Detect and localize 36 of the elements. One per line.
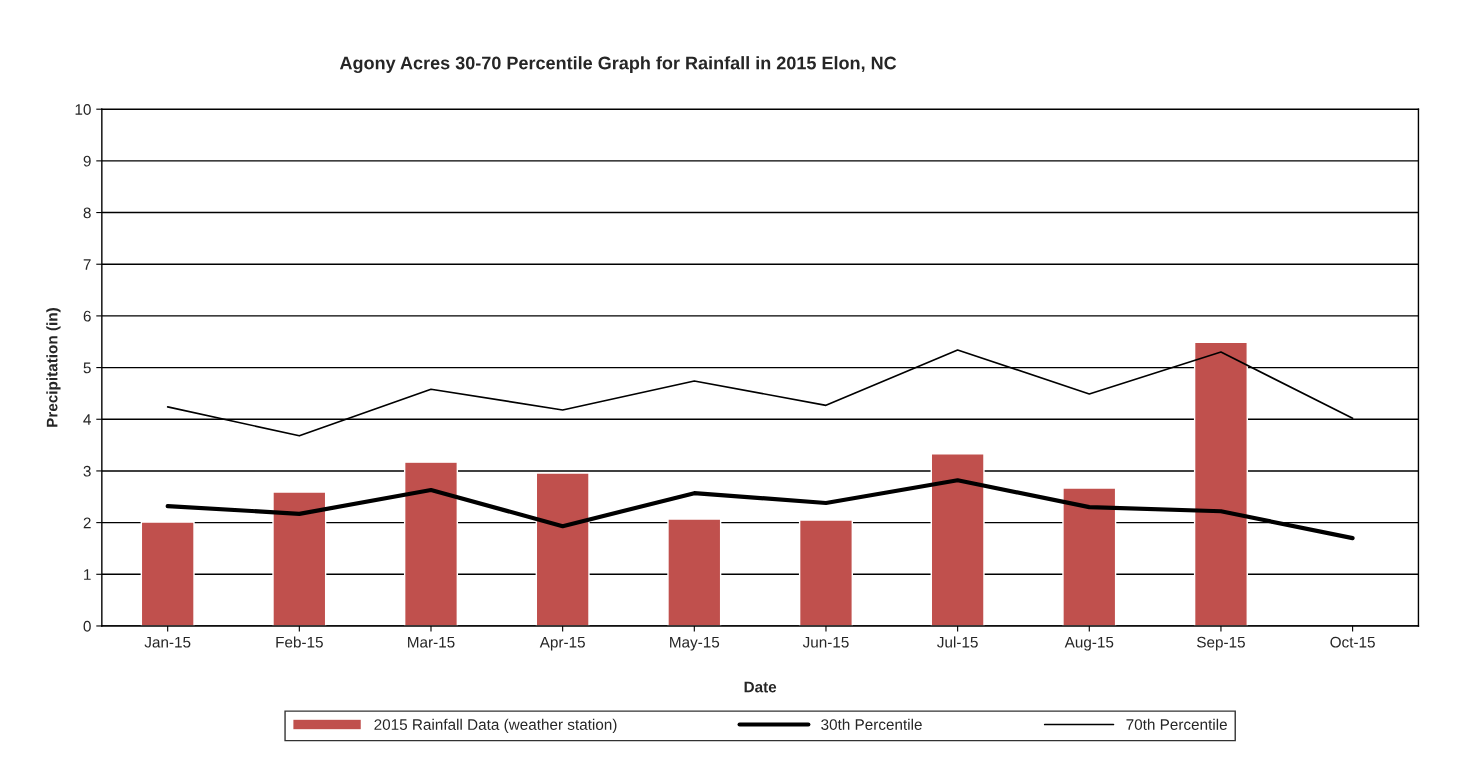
bar [798,519,853,626]
y-tick-label: 8 [83,207,91,219]
y-tick-label: 1 [84,569,91,580]
y-axis-title: Precipitation (in) [46,308,61,427]
y-tick-label: 6 [83,310,91,322]
legend-label: 30th Percentile [821,718,922,730]
bar [140,521,195,626]
bar [930,453,985,626]
y-tick-label: 2 [83,517,91,529]
x-tick-label: Apr-15 [539,636,585,651]
x-tick-label: Mar-15 [408,636,455,648]
x-tick-label: Jun-15 [802,636,849,648]
y-tick-label: 0 [83,620,91,632]
y-tick-label: 10 [75,104,91,115]
x-tick-label: Aug-15 [1064,636,1114,651]
x-tick-label: Jul-15 [937,636,978,648]
y-tick-label: 9 [83,155,91,167]
y-tick-label: 5 [83,362,91,374]
bar [403,461,459,626]
x-tick-label: Feb-15 [276,636,323,648]
bar [1193,341,1248,626]
legend-label: 2015 Rainfall Data (weather station) [374,718,617,733]
y-tick-label: 7 [83,259,91,270]
bar [667,518,722,626]
x-tick-label: May-15 [670,636,720,651]
bar [272,491,327,626]
chart-title: Agony Acres 30-70 Percentile Graph for Rainfall in 2015 Elon, NC [339,56,897,74]
bar [535,472,590,626]
x-tick-label: Oct-15 [1330,636,1375,648]
legend-label: 70th Percentile [1126,718,1227,730]
y-tick-label: 4 [83,414,91,425]
x-axis-title: Date [744,681,777,693]
bar [1062,487,1117,626]
x-tick-label: Sep-15 [1197,636,1245,651]
x-tick-label: Jan-15 [144,636,191,648]
y-tick-label: 3 [83,465,91,477]
